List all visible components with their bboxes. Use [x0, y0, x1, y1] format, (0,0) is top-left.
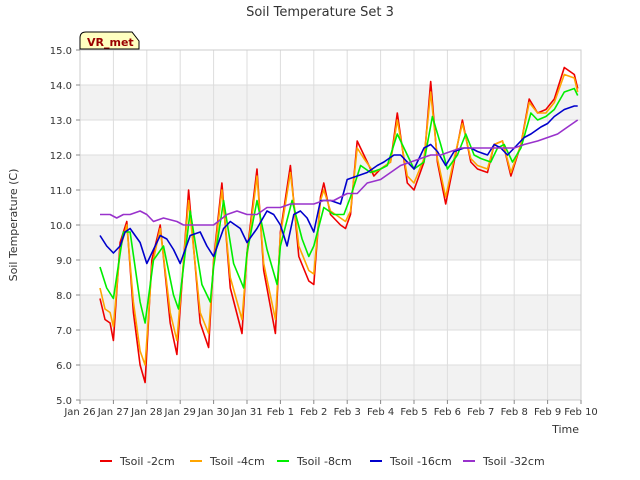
plot-band	[80, 85, 581, 120]
x-tick-label: Jan 30	[197, 407, 229, 418]
y-tick-label: 14.0	[50, 81, 72, 92]
plot-band	[80, 295, 581, 330]
x-tick-label: Jan 28	[130, 407, 162, 418]
x-tick-label: Feb 10	[564, 407, 598, 418]
y-tick-label: 11.0	[50, 186, 72, 197]
x-tick-label: Feb 5	[400, 407, 427, 418]
data-lines	[99, 66, 579, 384]
y-tick-label: 7.0	[56, 326, 72, 337]
chart-title: Soil Temperature Set 3	[246, 5, 394, 20]
x-axis-ticks: Jan 26 Jan 27 Jan 28 Jan 29 Jan 30 Jan 31 Feb …	[63, 400, 598, 418]
x-tick-label: Feb 8	[501, 407, 528, 418]
y-tick-label: 9.0	[56, 256, 72, 267]
y-tick-label: 13.0	[50, 116, 72, 127]
series-line-tsoil-4cm	[99, 73, 579, 366]
x-axis-label: Time	[551, 423, 579, 436]
x-tick-label: Feb 1	[267, 407, 294, 418]
y-axis-ticks: 5.0 6.0 7.0 8.0 9.0 10.0 11.0 12.0 13.0 14.0 15.0	[50, 46, 80, 407]
legend: Tsoil -2cm Tsoil -4cm Tsoil -8cm Tsoil -16c…	[100, 455, 545, 468]
legend-label: Tsoil -4cm	[209, 455, 265, 468]
series-line-tsoil-8cm	[99, 87, 579, 324]
x-tick-label: Feb 2	[300, 407, 327, 418]
x-tick-label: Jan 29	[164, 407, 196, 418]
x-tick-label: Feb 7	[467, 407, 494, 418]
y-tick-label: 15.0	[50, 46, 72, 57]
y-tick-label: 6.0	[56, 361, 72, 372]
legend-label: Tsoil -8cm	[296, 455, 352, 468]
x-tick-label: Jan 31	[230, 407, 262, 418]
badge-shape	[79, 31, 140, 50]
legend-label: Tsoil -16cm	[389, 455, 452, 468]
legend-label: Tsoil -2cm	[119, 455, 175, 468]
x-tick-label: Feb 4	[367, 407, 394, 418]
plot-band	[80, 155, 581, 190]
series-line-tsoil-32cm	[100, 119, 579, 226]
plot-bands	[80, 85, 581, 400]
y-tick-label: 12.0	[50, 151, 72, 162]
x-tick-label: Feb 6	[434, 407, 461, 418]
x-tick-label: Jan 26	[63, 407, 95, 418]
x-tick-label: Jan 27	[97, 407, 129, 418]
plot-band	[80, 365, 581, 400]
y-axis-label: Soil Temperature (C)	[7, 169, 20, 282]
legend-label: Tsoil -32cm	[482, 455, 545, 468]
y-tick-label: 8.0	[56, 291, 72, 302]
y-tick-label: 10.0	[50, 221, 72, 232]
station-badge: VR_met	[79, 31, 140, 50]
x-tick-label: Feb 9	[534, 407, 561, 418]
y-tick-label: 5.0	[56, 396, 72, 407]
badge-label: VR_met	[87, 36, 134, 49]
x-tick-label: Feb 3	[334, 407, 361, 418]
